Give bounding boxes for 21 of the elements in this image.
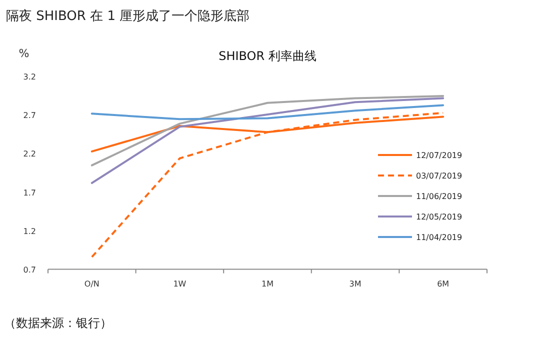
- y-axis-title: %: [18, 47, 30, 60]
- y-tick-label: 2.7: [23, 111, 36, 120]
- y-tick-label: 1.2: [23, 226, 36, 236]
- x-tick-label: 3M: [349, 279, 362, 288]
- legend-label: 12/05/2019: [416, 212, 462, 222]
- legend-label: 12/07/2019: [416, 151, 462, 160]
- y-tick-label: 3.2: [23, 72, 36, 82]
- y-tick-label: 1.7: [23, 188, 36, 198]
- y-tick-label: 0.7: [23, 265, 36, 274]
- text: （数据来源：银行）: [4, 316, 112, 330]
- chart-subtitle: SHIBOR 利率曲线: [218, 49, 316, 63]
- chart-title: 隔夜 SHIBOR 在 1 厘形成了一个隐形底部: [6, 8, 250, 24]
- legend-label: 03/07/2019: [416, 172, 462, 180]
- legend-label: 11/04/2019: [416, 233, 462, 242]
- line-series: [90, 104, 444, 120]
- y-tick-label: 2.2: [23, 150, 36, 159]
- x-tick-label: 1W: [173, 279, 186, 288]
- x-tick-label: 1M: [262, 279, 274, 288]
- x-tick-label: O/N: [84, 279, 100, 288]
- x-tick-label: 6M: [437, 279, 450, 288]
- legend-label: 11/06/2019: [416, 192, 462, 201]
